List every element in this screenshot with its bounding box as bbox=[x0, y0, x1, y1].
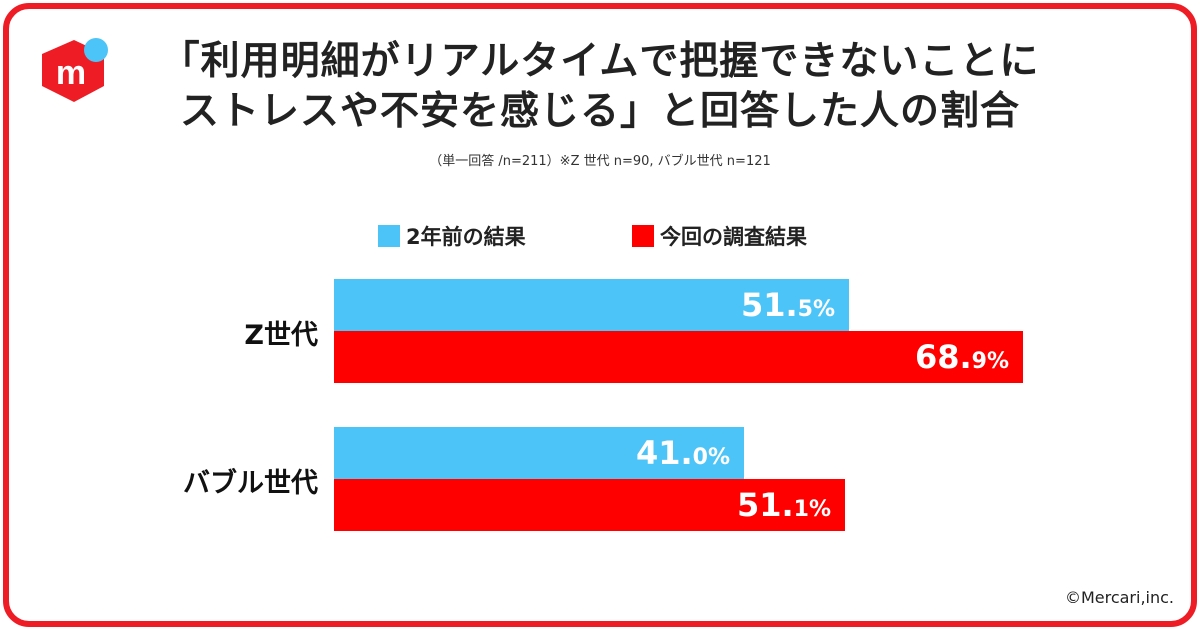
bar-1-0 bbox=[334, 427, 744, 479]
chart-title-line1: 「利用明細がリアルタイムで把握できないことに bbox=[160, 39, 1040, 84]
bar-0-1 bbox=[334, 331, 1023, 383]
survey-note: （単一回答 /n=211）※Z 世代 n=90, バブル世代 n=121 bbox=[429, 154, 771, 169]
legend-item-1: 今回の調査結果 bbox=[632, 224, 807, 249]
bar-1-1 bbox=[334, 479, 845, 531]
bar-0-0 bbox=[334, 279, 849, 331]
legend-item-0: 2年前の結果 bbox=[378, 224, 526, 249]
mercari-logo: m bbox=[42, 38, 108, 102]
chart-title-line2: ストレスや不安を感じる」と回答した人の割合 bbox=[179, 89, 1020, 134]
legend-label: 2年前の結果 bbox=[406, 225, 526, 249]
bar-value-label: 51.1% bbox=[736, 486, 831, 524]
bar-value-label: 41.0% bbox=[635, 434, 730, 472]
bar-value-label: 51.5% bbox=[740, 286, 835, 324]
logo-letter: m bbox=[56, 54, 86, 92]
category-label: バブル世代 bbox=[183, 468, 318, 499]
bar-value-label: 68.9% bbox=[914, 338, 1009, 376]
legend-label: 今回の調査結果 bbox=[660, 225, 807, 249]
copyright: ©Mercari,inc. bbox=[1064, 588, 1174, 607]
category-label: Z世代 bbox=[244, 320, 318, 351]
legend-swatch bbox=[378, 225, 400, 247]
legend-swatch bbox=[632, 225, 654, 247]
